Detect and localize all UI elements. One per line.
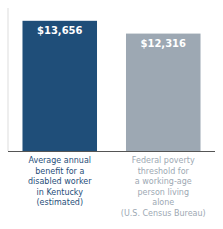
- x-tick-label-line: in Kentucky: [37, 188, 84, 197]
- x-tick-label-line: alone: [152, 198, 174, 207]
- x-tick-label: Average annual benefit for adisabled work…: [28, 156, 92, 207]
- x-tick-label-line: a working-age: [135, 177, 192, 186]
- x-tick-label-line: Average annual: [28, 156, 91, 165]
- bar: [22, 21, 97, 151]
- x-axis-line: [8, 151, 215, 152]
- x-tick-label-line: Federal poverty: [132, 156, 195, 165]
- x-tick-label: Federal poverty threshold fora working-ag…: [121, 156, 206, 218]
- x-tick-label-line: disabled worker: [28, 177, 92, 186]
- data-label: $12,316: [140, 38, 186, 49]
- chart: $13,656 $12,316 Average annual benefit for …: [0, 0, 223, 229]
- x-tick-label-line: benefit for a: [35, 167, 84, 176]
- bars: [22, 21, 200, 151]
- y-axis-line: [8, 8, 9, 151]
- x-tick-label-line: threshold for: [138, 167, 190, 176]
- x-tick-label-line: (estimated): [36, 198, 83, 207]
- x-tick-label-line: (U.S. Census Bureau): [121, 209, 206, 218]
- data-label: $13,656: [37, 25, 83, 36]
- bar: [126, 34, 201, 151]
- chart-container: $13,656 $12,316 Average annual benefit for …: [0, 0, 223, 229]
- x-tick-label-line: person living: [137, 188, 189, 197]
